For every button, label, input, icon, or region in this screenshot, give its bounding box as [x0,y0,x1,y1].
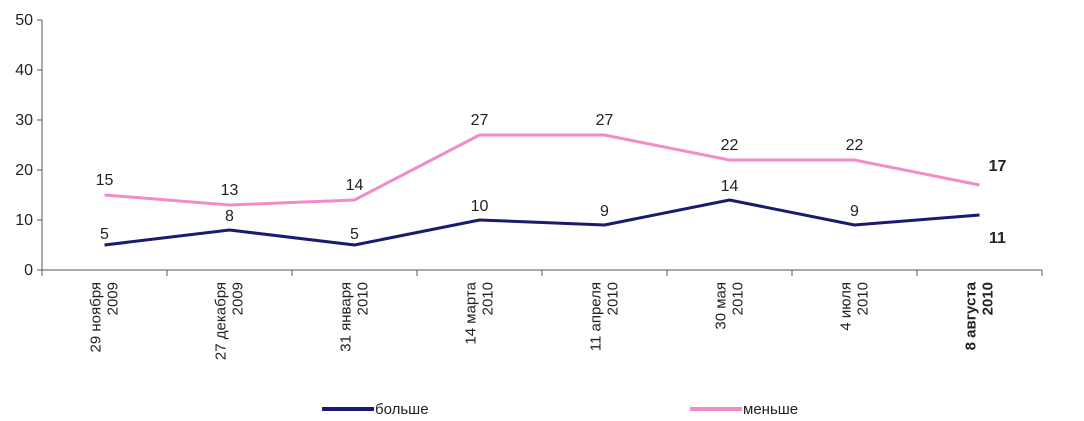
y-tick-label: 0 [24,262,33,279]
x-tick-label-text: 11 апреля2010 [588,282,622,351]
data-label: 15 [96,172,114,189]
data-label: 9 [600,203,609,220]
data-label: 9 [850,203,859,220]
x-tick-label-text: 29 ноября2009 [88,282,122,353]
data-label: 17 [989,158,1007,175]
x-tick-label: 4 июля2010 [838,282,872,331]
series-line-больше [104,198,980,247]
x-tick-label-line: 31 января [338,282,355,352]
y-tick-label: 20 [15,162,33,179]
x-tick-label: 8 августа2010 [963,281,997,350]
x-tick-label-line: 2010 [355,282,372,315]
data-label: 27 [596,112,614,129]
x-tick-label-text: 4 июля2010 [838,282,872,331]
x-tick-label-text: 27 декабря2009 [213,282,247,360]
x-tick-label-line: 2010 [730,282,747,315]
x-tick-label-line: 30 мая [713,282,730,330]
x-tick-label: 14 марта2010 [463,281,497,344]
legend: больше меньше [322,401,798,418]
data-label: 10 [471,198,489,215]
y-tick-label: 40 [15,62,33,79]
x-tick-label-line: 29 ноября [88,282,105,353]
x-tick-label-line: 2010 [980,282,997,315]
data-label: 27 [471,112,489,129]
x-tick-label-line: 4 июля [838,282,855,331]
y-tick-label: 10 [15,212,33,229]
series-lines [104,133,980,247]
x-tick-label: 11 апреля2010 [588,282,622,351]
x-tick-label-line: 2010 [855,282,872,315]
x-tick-label: 27 декабря2009 [213,282,247,360]
data-label: 14 [721,178,739,195]
data-label: 11 [989,230,1006,247]
x-tick-label: 30 мая2010 [713,282,747,330]
x-tick-label-text: 14 марта2010 [463,281,497,344]
x-tick-label-line: 2010 [480,282,497,315]
x-tick-label-text: 31 января2010 [338,282,372,352]
x-tick-label-line: 14 марта [463,281,480,344]
legend-label-больше: больше [375,401,429,418]
x-tick-label: 29 ноября2009 [88,282,122,353]
axes [37,20,1042,275]
y-axis-ticks: 0 10 20 30 40 50 [15,12,42,279]
data-label: 5 [350,226,359,243]
data-label: 22 [721,137,739,154]
x-tick-label-line: 8 августа [963,281,980,350]
data-label: 22 [846,137,864,154]
legend-label-меньше: меньше [743,401,798,418]
data-label: 8 [225,208,234,225]
data-label: 14 [346,177,364,194]
x-tick-label-line: 27 декабря [213,282,230,360]
data-label: 5 [100,226,109,243]
data-label: 13 [221,182,239,199]
x-axis-ticks: 29 ноября2009 27 декабря2009 31 января2010… [41,270,1043,360]
y-tick-label: 50 [15,12,33,29]
x-tick-label-line: 11 апреля [588,282,605,351]
x-tick-label-line: 2009 [105,282,122,315]
x-tick-label-line: 2009 [230,282,247,315]
x-tick-label-text: 8 августа2010 [963,281,997,350]
x-tick-label-line: 2010 [605,282,622,315]
series-line-меньше [104,133,980,207]
x-tick-label-text: 30 мая2010 [713,282,747,330]
x-tick-label: 31 января2010 [338,282,372,352]
y-tick-label: 30 [15,112,33,129]
data-labels: 5 8 5 10 9 14 9 11 15 13 14 27 27 22 22 17 [96,112,1007,247]
